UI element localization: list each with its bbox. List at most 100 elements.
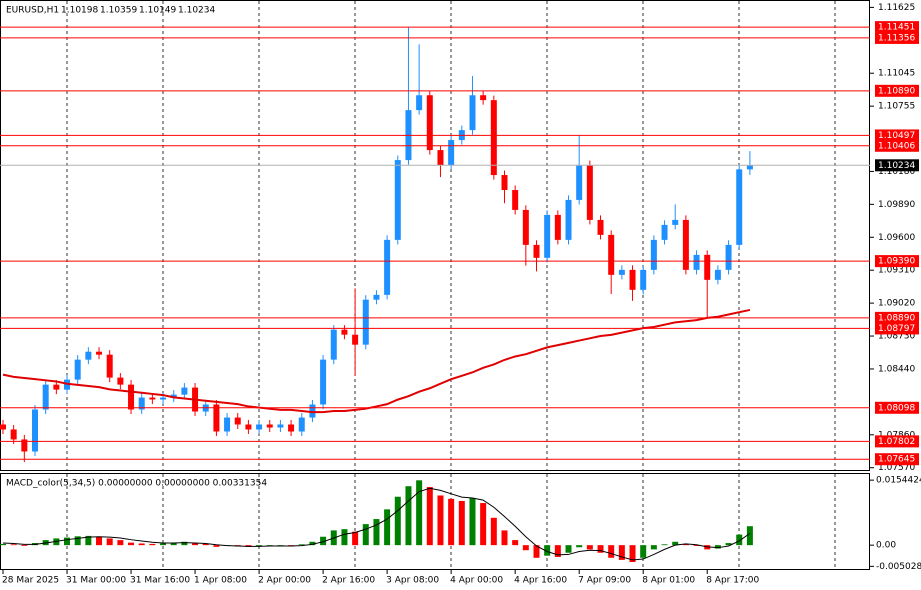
macd-signal	[2, 487, 751, 561]
macd-bar	[74, 536, 81, 546]
macd-bar	[341, 529, 348, 546]
x-tick-label: 4 Apr 00:00	[450, 576, 503, 586]
candle-body	[746, 165, 753, 170]
candle-body	[618, 269, 625, 275]
macd-bar	[213, 545, 220, 547]
macd-bar	[128, 542, 135, 546]
level-label: 1.07802	[878, 437, 915, 447]
level-label: 1.11451	[878, 23, 915, 33]
candle-body	[256, 424, 263, 430]
candle-body	[362, 299, 369, 345]
y-tick-label: 1.07860	[878, 430, 915, 440]
candle-body	[245, 424, 252, 430]
macd-bar	[117, 540, 124, 546]
candle-body	[437, 150, 444, 166]
macd-bar	[597, 545, 604, 553]
candle-body	[512, 190, 519, 210]
ohlc-high: 1.10359	[100, 6, 137, 16]
x-tick-label: 1 Apr 08:00	[194, 576, 247, 586]
macd-bar	[448, 498, 455, 546]
candle-body	[426, 95, 433, 151]
macd-bar	[320, 536, 327, 546]
macd-bar	[0, 543, 6, 546]
candle-body	[0, 424, 6, 430]
moving-average	[2, 308, 751, 414]
macd-bar	[106, 538, 113, 546]
candle-body	[352, 334, 359, 345]
macd-bar	[362, 524, 369, 546]
level-label: 1.10497	[878, 131, 915, 141]
candle-body	[714, 269, 721, 280]
y-tick-label: 1.09600	[878, 233, 915, 243]
level-tag	[875, 322, 919, 335]
level-tag	[875, 255, 919, 268]
candle-body	[736, 169, 743, 245]
y-tick-label: 1.09890	[878, 200, 915, 210]
macd-bar	[373, 519, 380, 546]
price-label: 1.10234	[878, 161, 915, 171]
candle-body	[149, 397, 156, 400]
macd-bar	[21, 545, 28, 546]
candle-body	[373, 294, 380, 300]
x-tick-label: 2 Apr 00:00	[258, 576, 311, 586]
y-tick-label: 0.0154424	[876, 476, 921, 486]
candle-body	[394, 160, 401, 240]
macd-bar	[437, 495, 444, 546]
y-tick-label: 1.09310	[878, 266, 915, 276]
candle-body	[704, 254, 711, 280]
candle-body	[53, 384, 60, 390]
candle-body	[629, 269, 636, 290]
level-label: 1.08797	[878, 324, 915, 334]
candle-body	[106, 354, 113, 378]
candle-body	[576, 165, 583, 200]
y-tick-label: 1.09020	[878, 299, 915, 309]
macd-bar	[96, 536, 103, 546]
macd-bar	[533, 545, 540, 558]
x-tick-label: 8 Apr 17:00	[706, 576, 759, 586]
macd-bar	[458, 500, 465, 546]
level-label: 1.10890	[878, 86, 915, 96]
candle-body	[96, 351, 103, 355]
macd-bar	[138, 543, 145, 546]
candle-body	[469, 95, 476, 131]
candle-body	[384, 239, 391, 295]
y-tick-label: 1.10755	[878, 102, 915, 112]
x-tick-label: 31 Mar 16:00	[130, 576, 190, 586]
level-tag	[875, 129, 919, 142]
candle-body	[42, 384, 49, 410]
candle-body	[160, 397, 167, 400]
y-tick-label: 1.10180	[878, 167, 915, 177]
macd-bar	[629, 545, 636, 562]
macd-panel	[0, 473, 870, 570]
x-tick-label: 4 Apr 16:00	[514, 576, 567, 586]
level-tag	[875, 21, 919, 34]
macd-bar	[554, 545, 561, 557]
macd-bar	[64, 537, 71, 546]
macd-bar	[682, 544, 689, 546]
macd-bar	[618, 545, 625, 560]
price-tag	[875, 159, 919, 172]
candle-body	[554, 214, 561, 240]
main-panel	[0, 0, 870, 471]
candle-body	[501, 175, 508, 191]
candle-body	[266, 424, 273, 428]
macd-bar	[352, 531, 359, 546]
macd-bar	[192, 543, 199, 546]
macd-bar	[586, 545, 593, 550]
macd-bar	[650, 545, 657, 550]
macd-bar	[298, 544, 305, 546]
candle-body	[320, 359, 327, 405]
y-tick-label: 1.08730	[878, 332, 915, 342]
candle-body	[533, 244, 540, 258]
level-tag	[875, 453, 919, 466]
candle-body	[725, 244, 732, 270]
candle-body	[224, 417, 231, 432]
level-tag	[875, 311, 919, 324]
candle-body	[138, 397, 145, 410]
y-tick-label: 1.08440	[878, 364, 915, 374]
candle-body	[181, 387, 188, 395]
macd-bar	[160, 543, 167, 546]
macd-bar	[416, 480, 423, 546]
candle-body	[586, 165, 593, 220]
macd-bar	[608, 545, 615, 558]
